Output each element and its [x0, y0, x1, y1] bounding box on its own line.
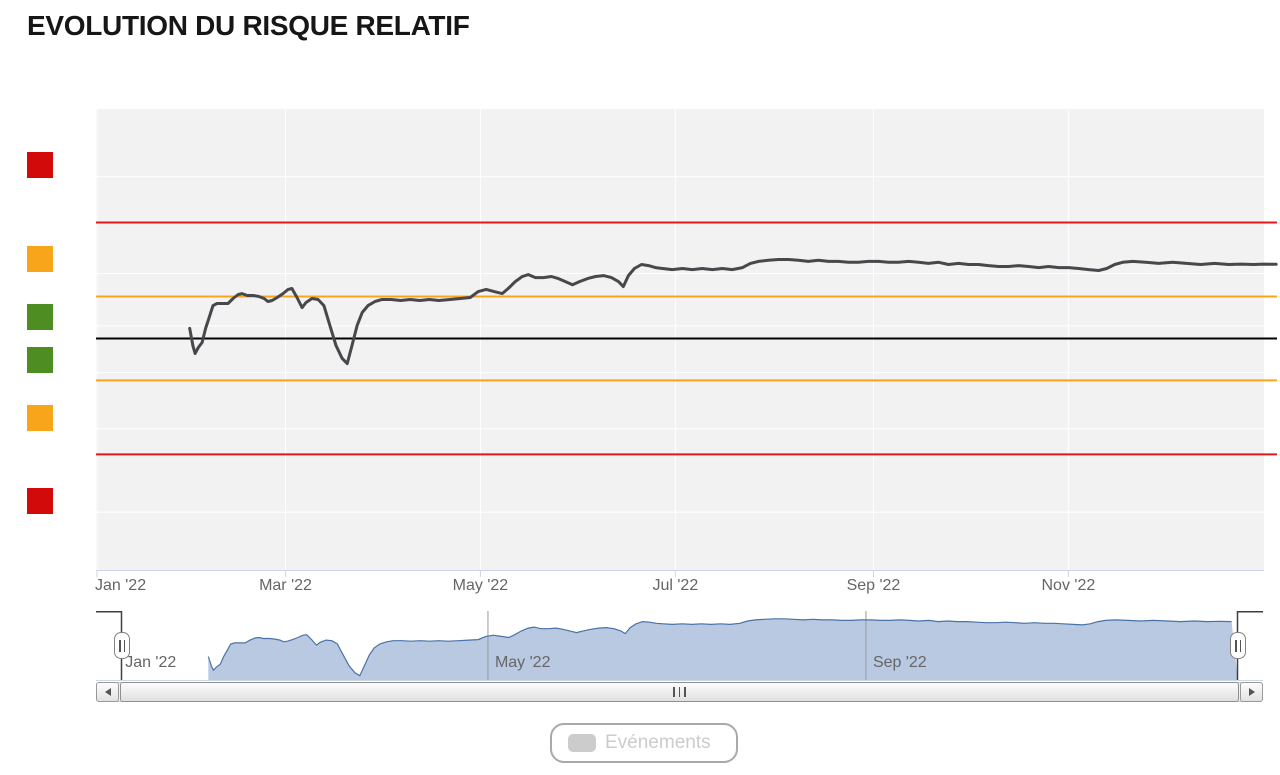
scrollbar-thumb[interactable]	[120, 682, 1239, 702]
scrollbar-left-button[interactable]	[96, 682, 119, 702]
zone-indicator-high-risk-upper	[27, 246, 53, 272]
navigator-area	[208, 618, 1238, 680]
navigator-label: Jan '22	[125, 654, 177, 671]
zone-indicator-moderate-risk-lower	[27, 347, 53, 373]
navigator-right-handle[interactable]	[1230, 632, 1246, 659]
scrollbar-right-button[interactable]	[1240, 682, 1263, 702]
zone-indicator-very-high-risk-lower	[27, 488, 53, 514]
zone-indicator-very-high-risk-upper	[27, 152, 53, 178]
x-axis-label: May '22	[452, 577, 509, 594]
navigator-label: May '22	[494, 654, 551, 671]
zone-indicator-high-risk-lower	[27, 405, 53, 431]
legend-bar: Evénements	[0, 723, 1280, 769]
zone-indicator-moderate-risk-upper	[27, 304, 53, 330]
events-legend-button[interactable]: Evénements	[550, 723, 738, 763]
arrow-left-icon	[104, 688, 111, 696]
x-axis-label: Jan '22	[95, 577, 147, 594]
navigator-left-handle[interactable]	[114, 632, 130, 659]
x-axis-label: Nov '22	[1041, 577, 1096, 594]
x-axis-label: Jul '22	[652, 577, 699, 594]
relative-risk-series-line	[188, 258, 1278, 366]
arrow-right-icon	[1248, 688, 1255, 696]
page-title: EVOLUTION DU RISQUE RELATIF	[27, 10, 470, 41]
x-axis-label: Sep '22	[846, 577, 901, 594]
x-axis-label: Mar '22	[259, 577, 312, 594]
navigator-series-line	[207, 618, 1232, 677]
navigator[interactable]	[96, 611, 1263, 680]
events-legend-label: Evénements	[605, 732, 711, 753]
events-legend-marker-icon	[568, 734, 596, 752]
navigator-label: Sep '22	[872, 654, 927, 671]
